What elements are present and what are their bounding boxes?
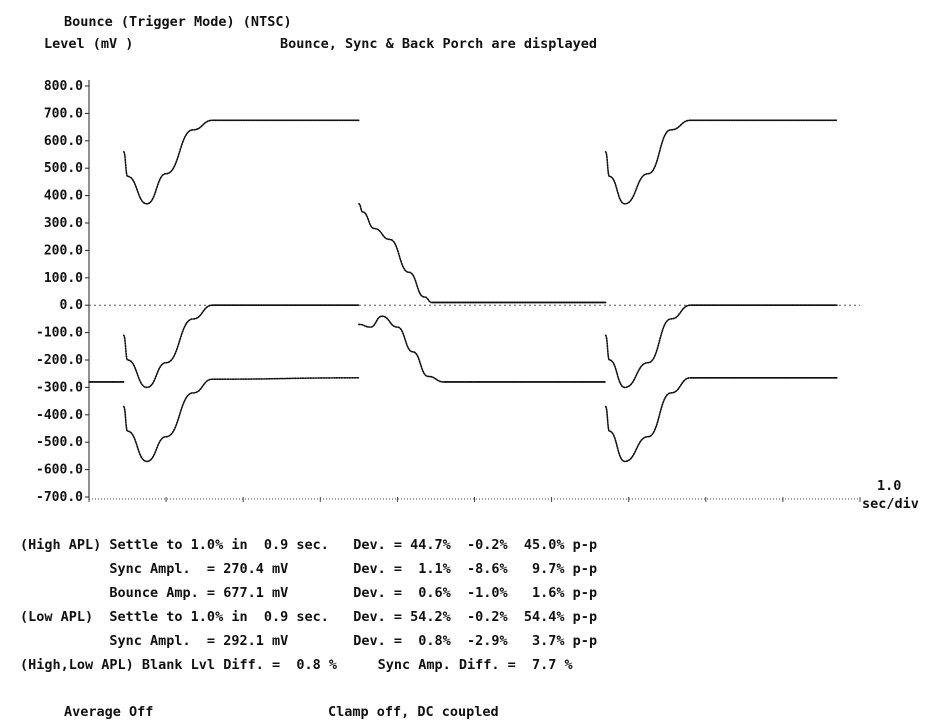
y-tick-label: -200.0 [36, 353, 83, 368]
waveform-trace [122, 304, 360, 389]
result-blank-level-diff: (High,Low APL) Blank Lvl Diff. = 0.8 % S… [20, 657, 573, 673]
y-tick-label: -600.0 [36, 463, 83, 478]
display-note: Bounce, Sync & Back Porch are displayed [280, 36, 597, 52]
waveform-trace [122, 377, 360, 463]
waveform-trace [604, 376, 838, 463]
y-tick-label: 100.0 [44, 271, 83, 286]
x-scale-unit: sec/div [862, 496, 919, 512]
clamp-status: Clamp off, DC coupled [328, 704, 499, 720]
waveform-trace [604, 119, 838, 205]
y-tick-label: 600.0 [44, 134, 83, 149]
y-tick-label: -500.0 [36, 435, 83, 450]
x-scale-value: 1.0 [877, 478, 902, 494]
average-status: Average Off [64, 704, 154, 720]
y-tick-label: 400.0 [44, 189, 83, 204]
y-tick-label: -700.0 [36, 490, 83, 505]
waveform-trace [604, 304, 838, 389]
waveform-trace [122, 119, 360, 205]
y-tick-label: 300.0 [44, 216, 83, 231]
y-tick-label: -100.0 [36, 326, 83, 341]
result-high-apl-bounce: Bounce Amp. = 677.1 mV Dev. = 0.6% -1.0%… [20, 585, 598, 601]
y-tick-label: 700.0 [44, 106, 83, 121]
y-axis-label: Level (mV ) [44, 36, 134, 52]
y-tick-label: -300.0 [36, 380, 83, 395]
y-tick-label: 200.0 [44, 243, 83, 258]
y-tick-label: 500.0 [44, 161, 83, 176]
waveform-trace [358, 315, 607, 383]
y-tick-label: 800.0 [44, 79, 83, 94]
result-low-apl-settle: (Low APL) Settle to 1.0% in 0.9 sec. Dev… [20, 609, 598, 625]
y-tick-label: 0.0 [60, 298, 84, 313]
waveform-trace [358, 203, 607, 304]
result-high-apl-settle: (High APL) Settle to 1.0% in 0.9 sec. De… [20, 537, 598, 553]
result-high-apl-sync: Sync Ampl. = 270.4 mV Dev. = 1.1% -8.6% … [20, 561, 598, 577]
chart-title: Bounce (Trigger Mode) (NTSC) [64, 14, 292, 30]
result-low-apl-sync: Sync Ampl. = 292.1 mV Dev. = 0.8% -2.9% … [20, 633, 598, 649]
y-tick-label: -400.0 [36, 408, 83, 423]
